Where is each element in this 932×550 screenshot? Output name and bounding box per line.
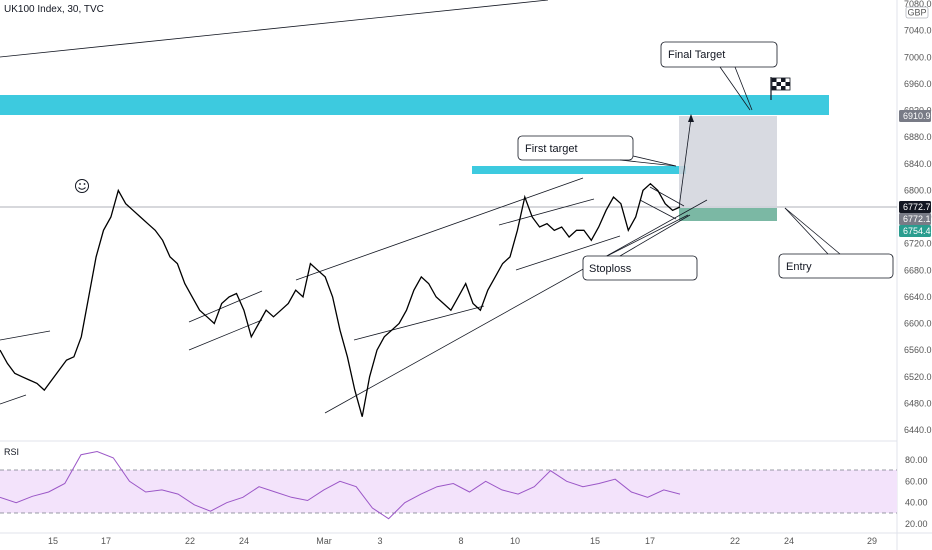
time-tick-label: 8: [458, 536, 463, 546]
target-box[interactable]: [679, 116, 777, 208]
price-tick-label: 6440.0: [904, 425, 932, 435]
rsi-pane-title: RSI: [4, 447, 20, 457]
time-tick-label: Mar: [316, 536, 332, 546]
price-tick-label: 7040.0: [904, 26, 932, 36]
time-tick-label: 17: [101, 536, 111, 546]
price-tick-label: 6680.0: [904, 265, 932, 275]
stoploss-label: Stoploss: [589, 263, 632, 275]
price-tag: 6754.4: [899, 225, 931, 237]
time-tick-label: 10: [510, 536, 520, 546]
rsi-tick-label: 40.00: [905, 498, 928, 508]
time-tick-label: 17: [645, 536, 655, 546]
first-target-label: First target: [525, 143, 578, 155]
price-tag: 6772.1: [899, 213, 931, 225]
price-tick-label: 6960.0: [904, 79, 932, 89]
stoploss-callout[interactable]: Stoploss: [582, 214, 698, 281]
time-tick-label: 24: [784, 536, 794, 546]
first-target-callout[interactable]: First target: [517, 135, 677, 167]
checkered-flag-icon: [770, 77, 791, 100]
price-tick-label: 6600.0: [904, 319, 932, 329]
price-tick-label: 6560.0: [904, 345, 932, 355]
entry-callout[interactable]: Entry: [778, 207, 894, 279]
trend-lines[interactable]: [0, 0, 708, 414]
time-tick-label: 22: [730, 536, 740, 546]
price-tick-label: 6880.0: [904, 132, 932, 142]
symbol-header[interactable]: UK100 Index, 30, TVC: [4, 4, 104, 15]
price-tick-label: 6800.0: [904, 185, 932, 195]
rsi-axis[interactable]: 80.00 60.00 40.00 20.00: [905, 455, 928, 529]
price-tag: 6772.7: [899, 201, 931, 213]
price-tick-label: 7080.0: [904, 0, 932, 9]
rsi-tick-label: 80.00: [905, 455, 928, 465]
svg-text:6772.7: 6772.7: [903, 202, 931, 212]
svg-text:6772.1: 6772.1: [903, 214, 931, 224]
final-target-label: Final Target: [668, 49, 725, 61]
currency-badge[interactable]: [905, 6, 929, 19]
time-tick-label: 15: [590, 536, 600, 546]
entry-label: Entry: [786, 261, 812, 273]
price-tick-label: 6480.0: [904, 398, 932, 408]
price-tick-label: 6640.0: [904, 292, 932, 302]
price-tick-label: 6720.0: [904, 239, 932, 249]
price-tick-label: 7000.0: [904, 52, 932, 62]
time-tick-label: 29: [867, 536, 877, 546]
svg-text:6754.4: 6754.4: [903, 226, 931, 236]
time-tick-label: 22: [185, 536, 195, 546]
price-tick-label: 6520.0: [904, 372, 932, 382]
price-series-line[interactable]: [0, 182, 681, 417]
stoploss-box[interactable]: [679, 208, 777, 221]
svg-text:6910.9: 6910.9: [903, 111, 931, 121]
price-tag: 6910.9: [899, 110, 931, 122]
time-axis[interactable]: 15 17 22 24 Mar 3 8 10 15 17 22 24 29: [48, 536, 877, 546]
time-tick-label: 3: [377, 536, 382, 546]
smiley-icon: [75, 179, 89, 193]
arrow-head: [688, 114, 694, 122]
final-target-callout[interactable]: Final Target: [660, 41, 778, 111]
price-tick-label: 6840.0: [904, 159, 932, 169]
rsi-series-line[interactable]: [0, 450, 681, 520]
first-target-zone[interactable]: [472, 166, 686, 174]
rsi-band: [0, 470, 897, 513]
rsi-tick-label: 60.00: [905, 476, 928, 486]
time-tick-label: 24: [239, 536, 249, 546]
time-tick-label: 15: [48, 536, 58, 546]
final-target-zone[interactable]: [0, 95, 829, 115]
price-tags: 6910.9 6772.7 6772.1 6754.4: [899, 110, 931, 237]
rsi-tick-label: 20.00: [905, 519, 928, 529]
currency-label: GBP: [907, 8, 926, 18]
